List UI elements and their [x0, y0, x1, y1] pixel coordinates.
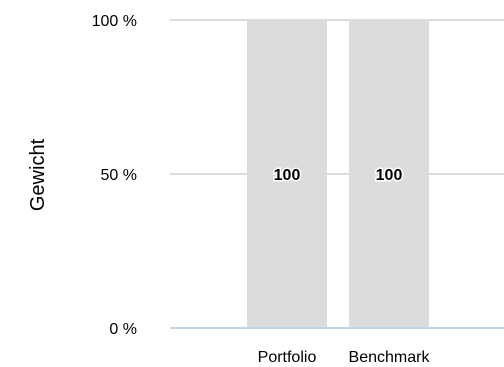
x-category-label: Benchmark: [349, 349, 431, 366]
y-tick-label: 100 %: [92, 13, 137, 30]
bars: [247, 20, 429, 328]
bar-portfolio: [247, 20, 327, 328]
data-label: 100: [274, 167, 301, 184]
x-axis-categories: Portfolio Benchmark: [258, 349, 431, 366]
data-labels: 100 100: [272, 166, 404, 186]
bar-benchmark: [349, 20, 429, 328]
y-axis-ticks: 0 % 50 % 100 %: [92, 13, 137, 338]
y-tick-label: 0 %: [109, 321, 137, 338]
gridlines: [170, 19, 504, 175]
y-axis-title: Gewicht: [27, 138, 49, 211]
data-label: 100: [376, 167, 403, 184]
x-category-label: Portfolio: [258, 349, 317, 366]
y-tick-label: 50 %: [101, 167, 137, 184]
